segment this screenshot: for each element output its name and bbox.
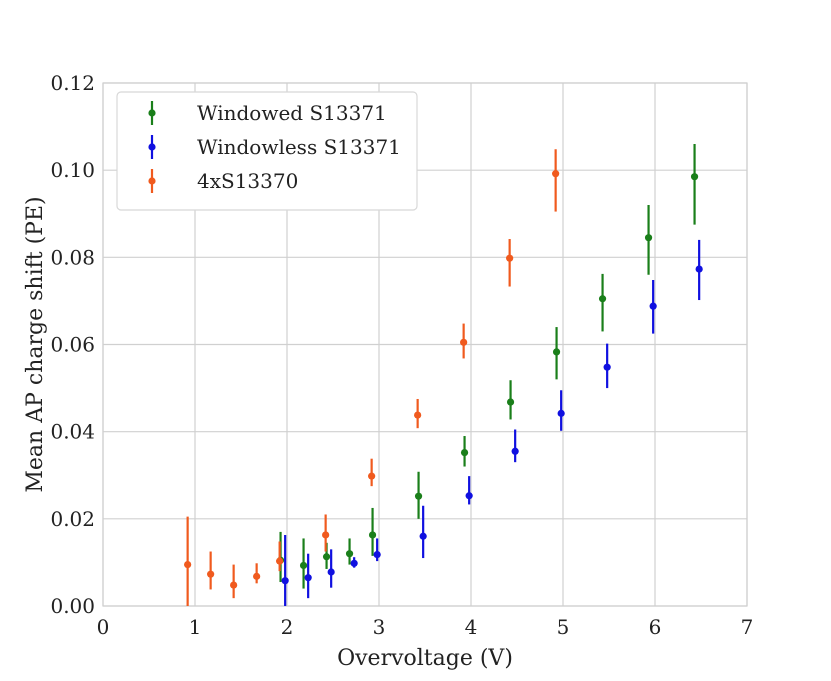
data-points — [184, 144, 703, 606]
x-tick-label: 0 — [97, 615, 110, 639]
data-point — [373, 550, 381, 559]
y-axis-label: Mean AP charge shift (PE) — [23, 196, 48, 492]
y-tick-label: 0.04 — [50, 420, 95, 444]
data-point — [230, 581, 238, 589]
y-tick-label: 0.08 — [50, 245, 95, 269]
legend-marker — [148, 143, 156, 151]
legend-label: Windowed S13371 — [197, 101, 387, 125]
y-axis-ticks: 0.00 0.02 0.04 0.06 0.08 0.10 0.12 — [50, 71, 95, 618]
data-point — [350, 559, 358, 567]
y-tick-label: 0.00 — [50, 594, 95, 618]
legend-marker — [148, 109, 156, 117]
data-point — [506, 398, 515, 406]
data-point — [644, 234, 653, 242]
data-point — [299, 561, 308, 570]
data-point — [603, 363, 611, 371]
data-point — [695, 265, 703, 273]
data-point — [511, 447, 519, 455]
legend-label: 4xS13370 — [197, 169, 298, 193]
data-point — [281, 577, 289, 585]
data-point — [506, 254, 514, 262]
data-point — [552, 170, 560, 178]
data-point — [419, 532, 427, 540]
legend-label: Windowless S13371 — [197, 135, 401, 159]
data-point — [253, 572, 261, 580]
data-point — [368, 531, 377, 539]
x-tick-label: 6 — [649, 615, 662, 639]
data-point — [598, 295, 607, 303]
data-point — [276, 557, 284, 565]
x-axis-ticks: 0 1 2 3 4 5 6 7 — [97, 615, 754, 639]
y-tick-label: 0.10 — [50, 158, 95, 182]
data-point — [414, 492, 423, 500]
y-tick-label: 0.06 — [50, 333, 95, 357]
x-tick-label: 4 — [465, 615, 478, 639]
data-point — [184, 560, 192, 569]
data-point — [322, 531, 330, 539]
x-tick-label: 3 — [373, 615, 386, 639]
data-point — [304, 574, 312, 582]
data-point — [322, 553, 331, 561]
data-point — [460, 448, 469, 457]
x-tick-label: 5 — [557, 615, 570, 639]
legend-marker — [148, 177, 156, 185]
data-point — [552, 348, 561, 356]
x-tick-label: 7 — [741, 615, 754, 639]
data-point — [414, 411, 422, 419]
x-axis-label: Overvoltage (V) — [337, 646, 513, 671]
legend: Windowed S13371 Windowless S13371 4xS13370 — [116, 91, 418, 211]
x-tick-label: 1 — [189, 615, 202, 639]
y-tick-label: 0.12 — [50, 71, 95, 95]
data-point — [557, 409, 565, 417]
data-point — [690, 173, 699, 181]
data-point — [327, 568, 335, 576]
data-point — [649, 302, 657, 310]
x-tick-label: 2 — [281, 615, 294, 639]
series-windowless-s13371 — [281, 239, 703, 606]
data-point — [460, 338, 468, 346]
data-point — [368, 472, 376, 480]
data-point — [345, 550, 354, 558]
plot-frame — [102, 82, 748, 607]
series-4xs13370 — [184, 149, 560, 606]
data-point — [465, 492, 473, 500]
legend-box — [116, 91, 418, 211]
series-windowed-s13371 — [276, 144, 699, 589]
data-point — [207, 570, 215, 578]
y-tick-label: 0.02 — [50, 507, 95, 531]
